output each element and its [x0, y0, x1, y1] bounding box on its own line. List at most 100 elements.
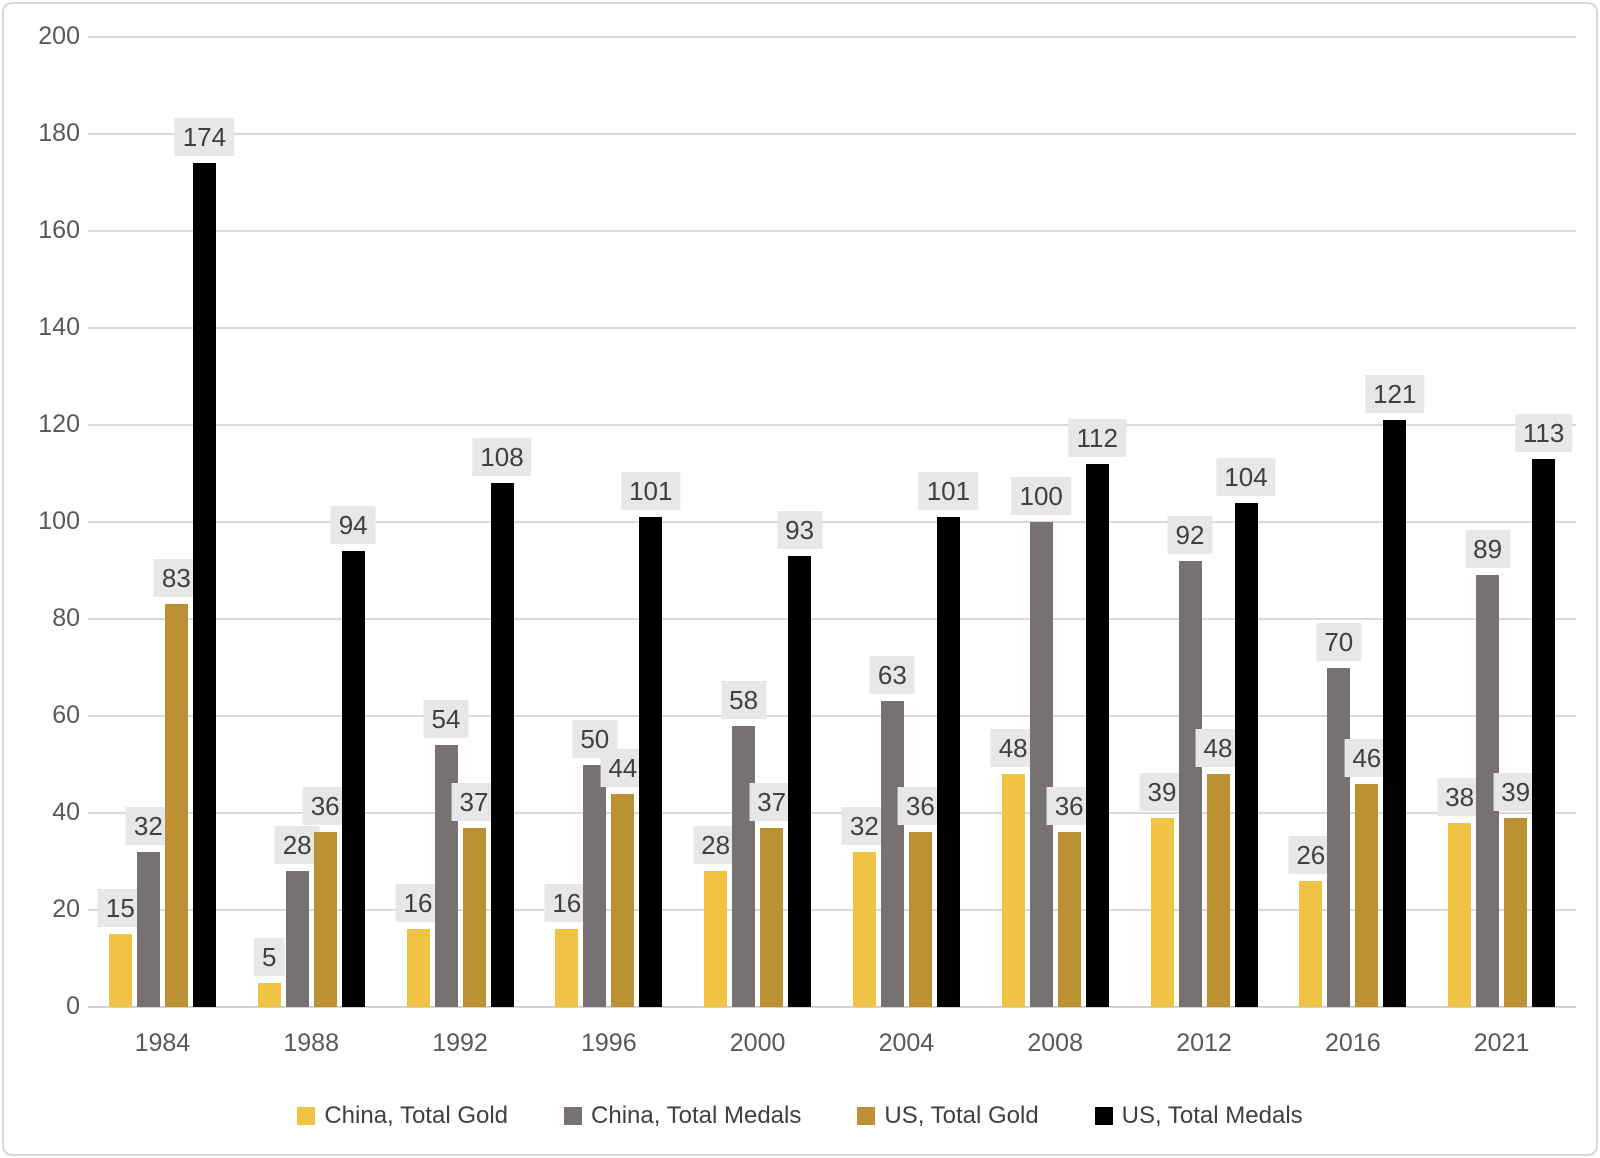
x-tick-label-2000: 2000	[729, 1029, 786, 1057]
legend-item-us-total-medals: US, Total Medals	[1094, 1102, 1303, 1130]
legend-label: China, Total Medals	[591, 1102, 802, 1129]
legend-label: US, Total Gold	[884, 1102, 1039, 1129]
bar-us-total-medals-2000	[788, 555, 812, 1007]
legend-swatch-icon	[297, 1107, 316, 1125]
x-tick-label-1992: 1992	[432, 1029, 488, 1057]
x-axis-line	[88, 1006, 1576, 1008]
bar-china-total-medals-2021	[1476, 575, 1500, 1007]
data-label: 28	[693, 826, 739, 865]
data-label: 50	[572, 719, 618, 758]
y-tick-label: 200	[38, 22, 80, 50]
bar-china-total-gold-2021	[1448, 822, 1472, 1007]
gridline	[88, 618, 1576, 620]
bar-us-total-gold-1984	[164, 604, 188, 1007]
data-label: 83	[153, 559, 199, 598]
gridline	[88, 133, 1576, 135]
bar-us-total-gold-2021	[1504, 817, 1528, 1007]
y-tick-label: 100	[38, 507, 80, 535]
data-label: 37	[451, 782, 497, 821]
data-label: 32	[841, 806, 887, 845]
data-label: 104	[1216, 457, 1276, 496]
gridline	[88, 521, 1576, 523]
plot-area: 15 32 83 174 5 28 36 94 16 54 37 108 16 50 44 101 28 58 37…	[88, 36, 1576, 1008]
legend: China, Total Gold China, Total Medals US, …	[4, 1102, 1596, 1130]
data-label: 39	[1493, 772, 1539, 811]
gridline	[88, 715, 1576, 717]
bar-china-total-medals-1988	[285, 871, 309, 1007]
x-tick-label-2008: 2008	[1027, 1029, 1083, 1057]
bar-us-total-medals-1984	[192, 163, 216, 1007]
data-label: 101	[621, 472, 681, 511]
bar-us-total-medals-2008	[1085, 463, 1109, 1007]
data-label: 39	[1139, 772, 1185, 811]
bar-us-total-medals-2021	[1532, 458, 1556, 1007]
data-label: 48	[990, 729, 1036, 768]
bar-us-total-gold-1992	[462, 827, 486, 1007]
data-label: 5	[253, 937, 285, 976]
bar-us-total-medals-1988	[341, 551, 365, 1007]
bar-us-total-medals-2012	[1234, 502, 1258, 1007]
bar-china-total-medals-2012	[1178, 560, 1202, 1007]
data-label: 89	[1465, 530, 1511, 569]
y-tick-label: 120	[38, 410, 80, 438]
data-label: 108	[472, 438, 532, 477]
bar-china-total-gold-2008	[1001, 774, 1025, 1007]
data-label: 92	[1167, 515, 1213, 554]
bar-us-total-gold-2000	[760, 827, 784, 1007]
bar-china-total-gold-1996	[555, 929, 579, 1007]
x-tick-label-1996: 1996	[580, 1029, 637, 1057]
data-label: 54	[423, 700, 469, 739]
y-tick-label: 40	[52, 798, 80, 826]
y-tick-label: 60	[52, 701, 80, 729]
data-label: 121	[1365, 375, 1425, 414]
legend-swatch-icon	[564, 1107, 583, 1125]
data-label: 70	[1316, 622, 1362, 661]
data-label: 36	[302, 787, 348, 826]
bar-us-total-medals-1992	[490, 483, 514, 1007]
bar-china-total-gold-1992	[406, 929, 430, 1007]
data-label: 46	[1344, 738, 1390, 777]
data-label: 101	[918, 472, 979, 511]
x-tick-label-1984: 1984	[134, 1029, 191, 1057]
y-tick-label: 20	[52, 895, 80, 923]
data-label: 36	[897, 787, 943, 826]
x-tick-label-2012: 2012	[1176, 1029, 1232, 1057]
bar-china-total-medals-2004	[880, 701, 904, 1007]
data-label: 113	[1514, 413, 1573, 452]
bar-us-total-gold-2012	[1206, 774, 1230, 1007]
y-tick-label: 180	[38, 119, 80, 147]
gridline	[88, 230, 1576, 232]
data-label: 16	[395, 884, 441, 923]
bar-china-total-medals-2016	[1327, 667, 1351, 1007]
legend-item-us-total-gold: US, Total Gold	[857, 1102, 1039, 1130]
bar-us-total-gold-2016	[1355, 783, 1379, 1007]
data-label: 93	[777, 510, 823, 549]
bar-china-total-gold-2000	[704, 871, 728, 1007]
y-tick-label: 140	[38, 313, 80, 341]
bar-china-total-gold-2016	[1299, 880, 1323, 1007]
data-label: 26	[1288, 835, 1334, 874]
bar-china-total-gold-1984	[108, 934, 132, 1007]
data-label: 38	[1437, 777, 1483, 816]
data-label: 174	[174, 118, 235, 157]
data-label: 63	[869, 656, 915, 695]
bar-us-total-medals-2016	[1383, 420, 1407, 1007]
y-tick-label: 80	[52, 604, 80, 632]
bar-china-total-medals-2008	[1029, 522, 1053, 1007]
data-label: 58	[721, 680, 767, 719]
data-label: 16	[544, 884, 590, 923]
data-label: 48	[1195, 729, 1241, 768]
legend-label: China, Total Gold	[324, 1102, 509, 1129]
y-tick-label: 160	[38, 216, 80, 244]
gridline	[88, 812, 1576, 814]
bar-us-total-medals-2004	[936, 517, 960, 1007]
x-tick-label-2004: 2004	[878, 1029, 935, 1057]
bar-china-total-gold-2012	[1150, 817, 1174, 1007]
legend-swatch-icon	[857, 1107, 876, 1125]
legend-item-china-total-gold: China, Total Gold	[297, 1102, 508, 1130]
bar-us-total-gold-2004	[908, 832, 932, 1007]
bar-china-total-gold-2004	[852, 851, 876, 1007]
gridline	[88, 36, 1576, 39]
